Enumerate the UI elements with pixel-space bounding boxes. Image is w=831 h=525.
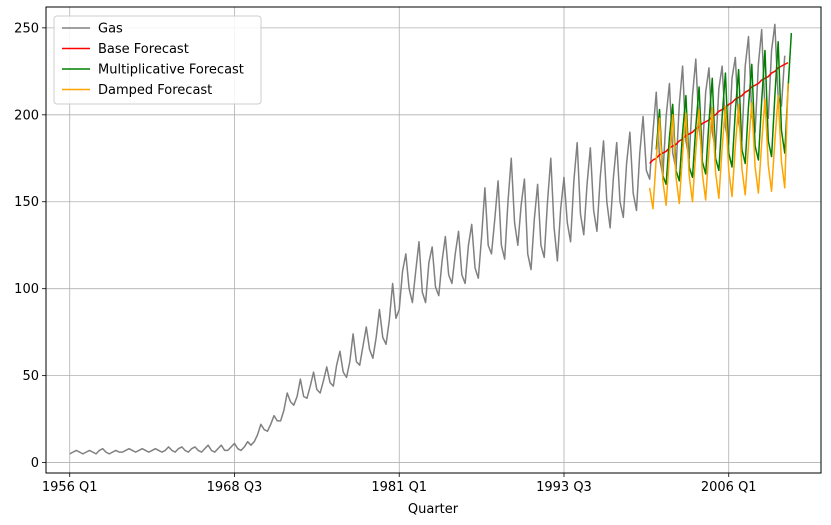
y-tick-label: 50 xyxy=(22,369,39,384)
legend: Gas Base Forecast Multiplicative Forecast D… xyxy=(53,15,262,105)
y-tick-label: 150 xyxy=(14,195,39,210)
legend-label-multiplicative-forecast: Multiplicative Forecast xyxy=(98,63,244,78)
y-tick-label: 250 xyxy=(14,21,39,36)
series-line-base-forecast xyxy=(649,61,789,165)
x-axis-label: Quarter xyxy=(408,502,459,517)
plot-frame xyxy=(45,6,822,474)
legend-box xyxy=(53,15,262,105)
legend-label-gas: Gas xyxy=(98,22,123,37)
y-tick-label: 0 xyxy=(31,456,39,471)
x-tick-label: 1993 Q3 xyxy=(536,480,592,495)
x-tick-label: 1968 Q3 xyxy=(207,480,263,495)
y-tick-label: 100 xyxy=(14,282,39,297)
y-tick-label: 200 xyxy=(14,108,39,123)
series-line-gas xyxy=(69,23,786,455)
series-line-damped-forecast xyxy=(648,83,789,210)
series-group xyxy=(69,23,793,455)
axis-ticks: 1956 Q1 1968 Q3 1981 Q1 1993 Q3 2006 Q1 0 50 10… xyxy=(14,21,756,495)
series-line-multiplicative-forecast xyxy=(655,33,793,186)
legend-label-damped-forecast: Damped Forecast xyxy=(98,83,212,98)
x-tick-label: 2006 Q1 xyxy=(701,480,757,495)
legend-label-base-forecast: Base Forecast xyxy=(98,42,189,57)
x-tick-label: 1981 Q1 xyxy=(371,480,427,495)
x-tick-label: 1956 Q1 xyxy=(42,480,98,495)
